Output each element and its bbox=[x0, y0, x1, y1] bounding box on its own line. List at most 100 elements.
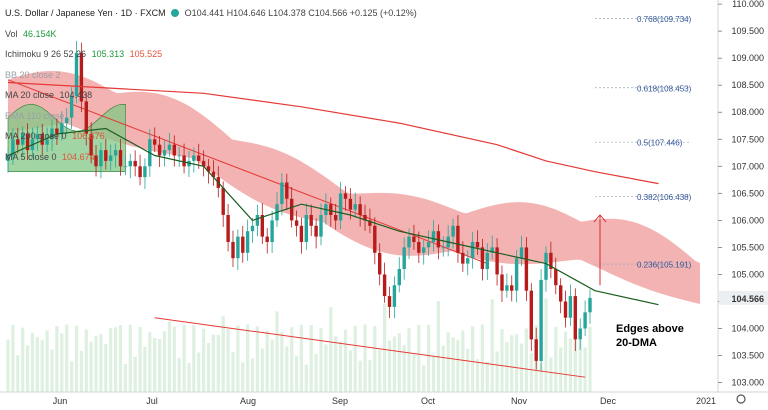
time-axis-label: Aug bbox=[240, 396, 256, 406]
candle-body bbox=[368, 220, 372, 226]
volume-bar bbox=[500, 329, 504, 392]
volume-bar bbox=[515, 334, 519, 392]
volume-bar bbox=[427, 324, 431, 392]
volume-bar bbox=[123, 364, 127, 392]
volume-bar bbox=[250, 358, 255, 392]
fib-level-label: 0.5(107.446) bbox=[637, 139, 683, 148]
candle-body bbox=[475, 242, 480, 248]
indicator-label: MA 200 close 0 bbox=[5, 131, 67, 141]
candle-body bbox=[319, 215, 323, 237]
candle-body bbox=[16, 139, 20, 145]
indicator-label: Ichimoku 9 26 52 26 bbox=[5, 49, 87, 59]
volume-bar bbox=[417, 324, 421, 392]
volume-bar bbox=[290, 327, 294, 392]
volume-bar bbox=[573, 338, 577, 392]
volume-bar bbox=[378, 349, 382, 392]
volume-bar bbox=[578, 331, 582, 392]
indicator-ma5[interactable]: MA 5 close 0 104.674 bbox=[5, 147, 417, 168]
candle-body bbox=[397, 269, 401, 286]
candle-body bbox=[153, 139, 157, 145]
volume-bar bbox=[392, 336, 396, 392]
indicator-ema110[interactable]: EMA 110 close bbox=[5, 106, 417, 127]
candle-body bbox=[304, 215, 308, 242]
candle-body bbox=[55, 128, 59, 134]
candle-body bbox=[143, 166, 147, 178]
indicator-label: BB 20 close 2 bbox=[5, 69, 61, 80]
volume-bar bbox=[99, 333, 103, 392]
candle-body bbox=[500, 274, 504, 291]
candle-body bbox=[378, 252, 382, 275]
candle-body bbox=[329, 204, 333, 215]
indicator-ma20[interactable]: MA 20 close 104.438 bbox=[5, 85, 417, 106]
price-axis-label: 106.500 bbox=[731, 188, 764, 198]
volume-bar bbox=[275, 311, 279, 392]
volume-bar bbox=[172, 326, 176, 392]
volume-bar bbox=[461, 330, 465, 392]
volume-bar bbox=[441, 345, 445, 392]
volume-bar bbox=[109, 328, 113, 392]
volume-bar bbox=[16, 355, 20, 392]
volume-bar bbox=[480, 324, 484, 392]
candle-body bbox=[245, 231, 250, 253]
candle-body bbox=[461, 252, 465, 264]
candle-body bbox=[84, 101, 88, 134]
volume-bar bbox=[128, 324, 132, 392]
time-axis-label: Jun bbox=[53, 396, 68, 406]
volume-bar bbox=[402, 344, 406, 392]
candle-body bbox=[172, 144, 176, 156]
candle-body bbox=[89, 133, 93, 156]
candle-body bbox=[290, 198, 294, 221]
volume-bar bbox=[79, 350, 83, 392]
volume-bar bbox=[133, 356, 137, 392]
volume-bar bbox=[431, 355, 436, 392]
candle-body bbox=[426, 242, 431, 248]
volume-bar bbox=[187, 362, 191, 392]
gear-icon[interactable] bbox=[736, 394, 746, 404]
candle-body bbox=[241, 236, 245, 253]
price-axis-label: 108.000 bbox=[731, 107, 764, 117]
volume-bar bbox=[280, 332, 284, 392]
symbol-row: U.S. Dollar / Japanese Yen · 1D · FXCM O… bbox=[5, 3, 417, 24]
price-axis-label: 110.000 bbox=[732, 0, 764, 9]
volume-bar bbox=[471, 326, 475, 392]
volume-bar bbox=[299, 324, 303, 392]
volume-bar bbox=[324, 344, 328, 392]
volume-row: Vol 46.154K bbox=[5, 24, 417, 45]
volume-bar bbox=[236, 325, 240, 392]
candle-body bbox=[348, 198, 353, 210]
candle-body bbox=[11, 139, 15, 156]
volume-bar bbox=[466, 348, 470, 392]
candle-body bbox=[201, 160, 206, 167]
indicator-ma200[interactable]: MA 200 close 0 106.676 bbox=[5, 126, 417, 147]
volume-bar bbox=[397, 333, 401, 392]
candle-body bbox=[422, 247, 426, 253]
volume-bar bbox=[510, 335, 514, 392]
candle-body bbox=[60, 123, 64, 134]
candle-body bbox=[113, 150, 118, 156]
price-axis bbox=[718, 0, 768, 410]
volume-bar bbox=[314, 354, 318, 392]
volume-bar bbox=[148, 331, 152, 392]
volume-bar bbox=[485, 361, 489, 392]
volume-bar bbox=[167, 321, 171, 392]
indicator-bb[interactable]: BB 20 close 2 bbox=[5, 65, 417, 86]
volume-bar bbox=[260, 348, 264, 392]
volume-bar bbox=[104, 343, 108, 392]
volume-bar bbox=[143, 346, 147, 392]
volume-bar bbox=[407, 327, 411, 392]
indicator-label: MA 5 close 0 bbox=[5, 151, 57, 162]
candle-body bbox=[40, 133, 44, 145]
candle-body bbox=[573, 296, 577, 340]
candle-body bbox=[407, 236, 411, 248]
candle-body bbox=[206, 166, 211, 172]
volume-bar bbox=[436, 301, 440, 392]
indicator-ichimoku[interactable]: Ichimoku 9 26 52 26 105.313 105.525 bbox=[5, 44, 417, 65]
volume-bar bbox=[353, 325, 357, 392]
candle-body bbox=[294, 220, 299, 226]
volume-bar bbox=[211, 334, 215, 392]
candle-body bbox=[250, 225, 255, 232]
candle-body bbox=[485, 252, 489, 269]
series-line bbox=[7, 81, 659, 185]
